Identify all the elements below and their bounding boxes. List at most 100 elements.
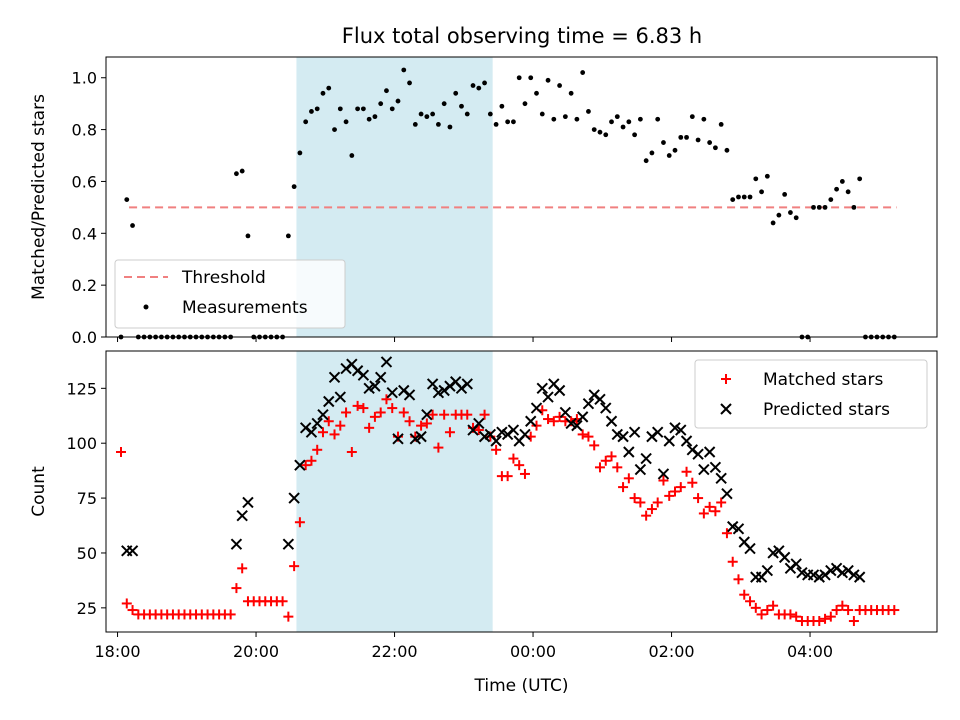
- predicted-stars-point: [507, 424, 520, 436]
- predicted-stars-point: [761, 564, 774, 577]
- x-tick-label: 00:00: [510, 642, 556, 661]
- measurement-point: [557, 83, 562, 88]
- predicted-stars-point: [288, 492, 300, 504]
- measurement-point: [834, 186, 839, 192]
- matched-stars-point: [785, 609, 796, 620]
- legend-measurements-swatch: [143, 304, 149, 310]
- matched-stars-point: [727, 556, 738, 567]
- measurement-point: [395, 98, 401, 104]
- predicted-stars-point: [374, 371, 387, 384]
- predicted-stars-point: [126, 545, 139, 557]
- measurement-point: [447, 124, 453, 130]
- predicted-stars-point: [236, 509, 248, 522]
- measurement-point: [522, 101, 528, 107]
- predicted-stars-point: [853, 571, 866, 583]
- measurement-point: [389, 106, 395, 112]
- measurement-point: [528, 75, 534, 81]
- matched-stars-point: [312, 444, 323, 455]
- measurement-point: [747, 194, 753, 200]
- measurement-point: [626, 119, 632, 125]
- matched-stars-point: [346, 446, 357, 457]
- predicted-stars-point: [461, 378, 473, 390]
- matched-stars-point: [237, 563, 248, 574]
- matched-stars-point: [733, 574, 744, 585]
- matched-stars-point: [479, 409, 490, 420]
- chart-title: Flux total observing time = 6.83 h: [342, 24, 702, 48]
- matched-stars-point: [710, 506, 721, 517]
- measurement-point: [551, 116, 557, 122]
- matched-stars-point: [508, 453, 519, 464]
- y-tick-label: 75: [77, 489, 97, 508]
- measurement-point: [793, 215, 799, 221]
- predicted-stars-point: [600, 402, 612, 414]
- matched-stars-point: [358, 403, 369, 414]
- measurement-point: [464, 111, 470, 117]
- predicted-stars-point: [334, 391, 347, 403]
- predicted-stars-point: [692, 448, 704, 460]
- matched-stars-point: [531, 420, 542, 431]
- matched-stars-point: [848, 616, 859, 627]
- matched-stars-point: [831, 605, 842, 616]
- y-tick-label: 125: [66, 379, 97, 398]
- predicted-stars-point: [617, 430, 629, 443]
- matched-stars-point: [543, 414, 554, 425]
- measurement-point: [441, 101, 447, 107]
- y-tick-label: 100: [66, 434, 97, 453]
- matched-stars-point: [750, 602, 761, 613]
- matched-stars-point: [116, 446, 127, 457]
- matched-stars-point: [814, 616, 825, 627]
- predicted-stars-point: [744, 542, 756, 555]
- predicted-stars-point: [559, 406, 572, 419]
- measurement-point: [470, 83, 476, 88]
- measurement-point: [568, 90, 574, 96]
- predicted-stars-point: [778, 551, 791, 564]
- matched-stars-point: [225, 609, 236, 620]
- measurement-point: [828, 197, 834, 202]
- matched-stars-point: [721, 528, 732, 539]
- measurement-point: [424, 114, 430, 120]
- matched-stars-point: [335, 420, 346, 431]
- matched-stars-point: [121, 598, 132, 609]
- x-tick-label: 22:00: [371, 642, 417, 661]
- count-axes-frame: [105, 350, 938, 633]
- measurement-point: [239, 168, 245, 174]
- measurement-point: [713, 145, 718, 151]
- matched-stars-point: [652, 497, 663, 508]
- measurement-point: [453, 90, 459, 96]
- measurement-point: [407, 80, 412, 86]
- matched-stars-point: [623, 473, 634, 484]
- matched-stars-point: [704, 501, 715, 512]
- predicted-stars-point: [473, 417, 485, 430]
- matched-stars-point: [635, 497, 646, 508]
- measurement-point: [724, 147, 730, 153]
- measurement-point: [516, 75, 522, 81]
- predicted-stars-point: [594, 393, 606, 406]
- predicted-stars-point: [317, 408, 329, 421]
- predicted-stars-point: [623, 446, 635, 458]
- y-tick-label: 0.4: [72, 224, 97, 243]
- measurement-point: [482, 80, 487, 86]
- matched-stars-point: [433, 442, 444, 453]
- matched-stars-point: [289, 561, 300, 572]
- matched-stars-point: [416, 420, 427, 431]
- measurement-point: [788, 210, 793, 215]
- measurement-point: [476, 85, 482, 91]
- measurement-point: [372, 114, 378, 120]
- x-tick-label: 20:00: [233, 642, 279, 661]
- measurement-point: [511, 119, 516, 125]
- predicted-stars-point: [242, 496, 254, 509]
- count-legend-box: [694, 359, 928, 429]
- measurement-point: [782, 192, 788, 197]
- predicted-stars-point: [657, 468, 670, 480]
- predicted-stars-point: [490, 435, 502, 447]
- measurement-point: [845, 189, 851, 195]
- measurement-point: [822, 204, 828, 210]
- matched-stars-point: [687, 477, 698, 488]
- matched-stars-point: [491, 444, 502, 455]
- measurement-point: [637, 116, 643, 122]
- measurement-point: [303, 119, 309, 125]
- matched-stars-point: [756, 609, 767, 620]
- measurement-point: [499, 103, 505, 109]
- matched-stars-point: [670, 486, 681, 497]
